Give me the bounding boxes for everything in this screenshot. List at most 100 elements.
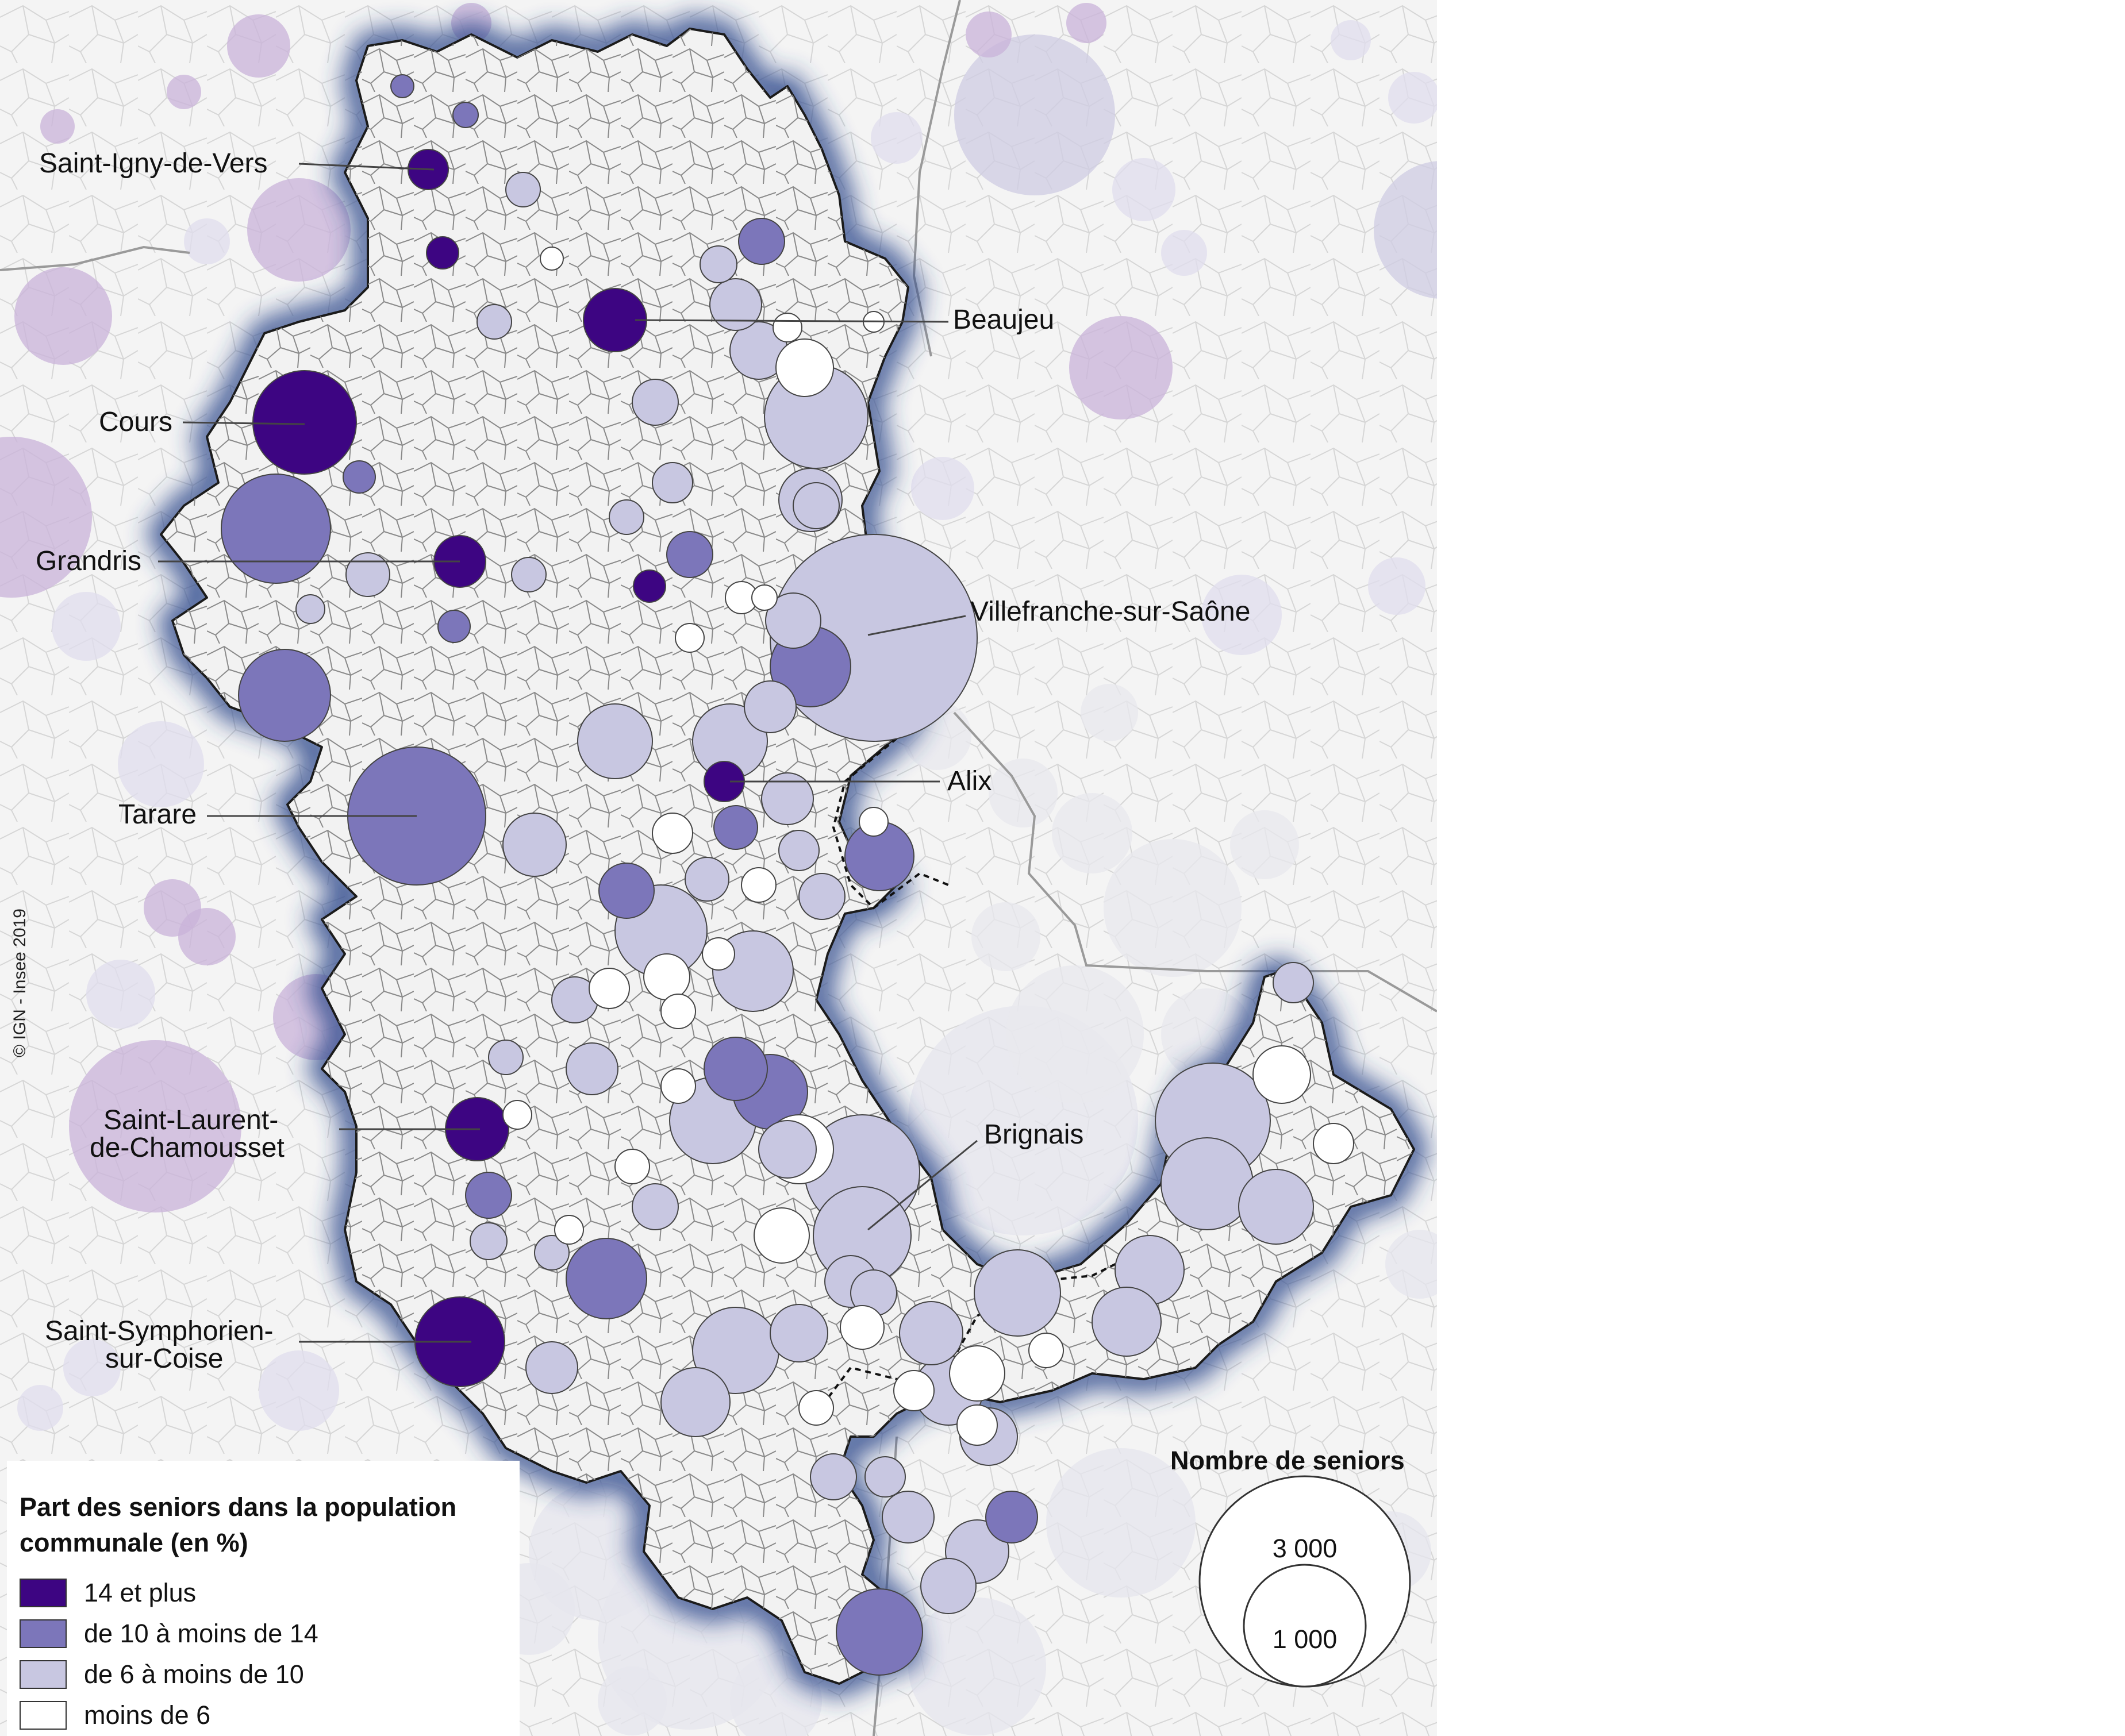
legend-swatch-below-6 <box>20 1700 67 1730</box>
outside-commune-circle <box>184 218 230 264</box>
label-cours: Cours <box>99 407 172 437</box>
outside-commune-circle <box>1081 684 1138 741</box>
legend-swatch-14-plus <box>20 1578 67 1607</box>
legend-row-below-6: moins de 6 <box>20 1695 520 1735</box>
outside-commune-circle <box>86 960 155 1029</box>
commune-circle <box>589 968 630 1009</box>
commune-circle <box>761 772 814 825</box>
legend-title-line2: communale (en %) <box>20 1528 248 1557</box>
commune-circle <box>893 1370 935 1411</box>
commune-circle <box>511 557 547 592</box>
outside-commune-circle <box>966 11 1012 57</box>
legend-label-below-6: moins de 6 <box>84 1700 211 1730</box>
commune-circle <box>738 218 785 265</box>
commune-circle <box>798 1390 834 1426</box>
outside-commune-circle <box>1112 158 1175 221</box>
commune-circle <box>1092 1287 1162 1357</box>
outside-commune-circle <box>17 1385 63 1431</box>
outside-commune-circle <box>259 1350 339 1431</box>
label-brignais: Brignais <box>984 1119 1083 1150</box>
outside-commune-circle <box>1385 1230 1437 1299</box>
commune-circle <box>502 813 567 877</box>
legend-swatch-6-10 <box>20 1660 67 1689</box>
commune-circle <box>477 304 512 340</box>
commune-circle <box>554 1215 584 1245</box>
outside-commune-circle <box>227 14 290 78</box>
outside-commune-circle <box>1046 1448 1196 1598</box>
commune-circle <box>632 379 679 426</box>
commune-circle <box>702 937 735 971</box>
outside-commune-circle <box>1230 810 1299 879</box>
label-villefranche-sur-saone: Villefranche-sur-Saône <box>970 596 1250 627</box>
outside-commune-circle <box>1066 3 1106 43</box>
outside-commune-circle <box>247 178 351 282</box>
commune-circle <box>660 1068 696 1104</box>
commune-circle <box>660 1367 731 1437</box>
commune-circle <box>502 1100 532 1130</box>
commune-circle <box>956 1404 998 1446</box>
label-saint-igny-de-vers: Saint-Igny-de-Vers <box>39 148 268 179</box>
commune-circle <box>758 1120 817 1179</box>
outside-commune-circle <box>1201 575 1282 655</box>
outside-commune-circle <box>1104 839 1242 977</box>
commune-circle <box>744 680 797 733</box>
outside-commune-circle <box>598 1666 667 1735</box>
size-legend-circle-small <box>1243 1564 1367 1688</box>
commune-circle <box>221 474 331 584</box>
size-legend-small-value: 1 000 <box>1273 1625 1338 1654</box>
outside-commune-circle <box>0 437 92 598</box>
label-alix: Alix <box>947 766 992 796</box>
legend-swatch-10-14 <box>20 1619 67 1648</box>
commune-circle <box>390 74 414 98</box>
legend-title-line1: Part des seniors dans la population <box>20 1492 457 1522</box>
commune-circle <box>840 1305 885 1350</box>
commune-circle <box>709 278 762 331</box>
map-credit: © IGN - Insee 2019 <box>10 909 29 1057</box>
outside-commune-circle <box>989 759 1058 827</box>
outside-commune-circle <box>971 902 1040 971</box>
commune-circle <box>920 1558 977 1614</box>
commune-circle <box>770 1304 828 1362</box>
commune-circle <box>540 247 564 271</box>
commune-circle <box>426 236 459 270</box>
label-beaujeu: Beaujeu <box>953 305 1054 335</box>
commune-circle <box>1028 1333 1064 1368</box>
commune-circle <box>793 482 840 529</box>
commune-circle <box>751 584 778 611</box>
commune-circle <box>899 1301 963 1365</box>
outside-commune-circle <box>911 457 974 520</box>
commune-circle <box>713 805 758 850</box>
label-leader-lines <box>158 163 978 1343</box>
commune-circle <box>778 830 820 871</box>
commune-circle <box>810 1453 857 1500</box>
commune-circle <box>949 1345 1005 1402</box>
outside-commune-circle <box>1368 557 1425 615</box>
commune-circle <box>652 462 693 503</box>
label-saint-laurent-line2: de-Chamousset <box>90 1133 285 1163</box>
outside-commune-circles <box>0 3 1437 1736</box>
commune-circle <box>577 703 653 779</box>
commune-circle <box>238 649 331 742</box>
commune-circle <box>985 1491 1038 1543</box>
legend-row-10-14: de 10 à moins de 14 <box>20 1613 520 1654</box>
outside-commune-circle <box>167 75 201 109</box>
commune-circle <box>598 863 655 919</box>
outside-commune-circle <box>871 112 923 164</box>
commune-circle <box>836 1588 923 1676</box>
commune-circle <box>632 1183 679 1230</box>
label-saint-symphorien-line1: Saint-Symphorien- <box>45 1316 274 1346</box>
commune-circle <box>488 1040 524 1075</box>
commune-circle <box>775 338 834 397</box>
commune-circle <box>609 499 644 535</box>
commune-circle <box>660 994 696 1029</box>
metropole-boundary-south <box>815 1246 1150 1415</box>
outside-commune-circle <box>40 109 75 144</box>
commune-circle <box>685 857 729 902</box>
outside-commune-circle <box>1374 161 1437 299</box>
legend-label-6-10: de 6 à moins de 10 <box>84 1659 304 1689</box>
label-saint-laurent-line1: Saint-Laurent- <box>103 1105 278 1135</box>
commune-circle <box>505 172 541 207</box>
commune-circle <box>704 1037 768 1101</box>
commune-circle <box>437 610 471 643</box>
outside-commune-circle <box>118 721 204 807</box>
